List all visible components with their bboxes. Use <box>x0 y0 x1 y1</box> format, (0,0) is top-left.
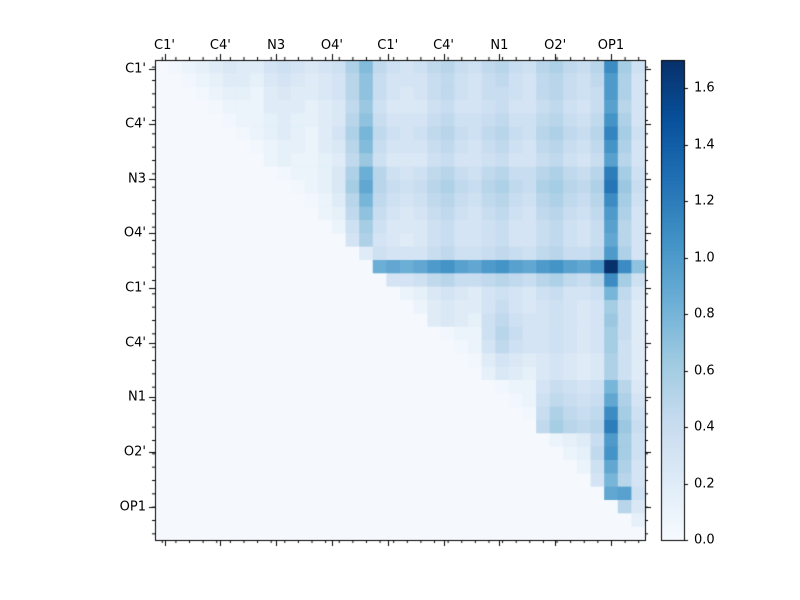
x-tick-label: C4' <box>209 38 231 53</box>
x-tick-label: O2' <box>544 38 567 53</box>
y-tick-label: OP1 <box>119 499 146 515</box>
colorbar-tick-label: 1.2 <box>694 193 715 209</box>
y-tick-label: C4' <box>125 335 146 351</box>
colorbar-tick-label: 1.6 <box>694 80 715 96</box>
colorbar-tick-label: 1.4 <box>694 137 715 153</box>
x-tick-label: C4' <box>433 38 455 53</box>
x-tick-label: OP1 <box>597 38 625 53</box>
x-tick-label: C1' <box>377 38 399 53</box>
y-tick-label: O4' <box>123 225 146 241</box>
colorbar-tick-label: 0.8 <box>694 306 715 322</box>
y-tick-label: O2' <box>123 444 146 460</box>
colorbar-tick-label: 1.0 <box>694 250 715 266</box>
x-tick-label: N1 <box>490 38 509 53</box>
y-tick-label: N1 <box>128 389 146 405</box>
y-tick-label: C4' <box>125 116 146 132</box>
colorbar-tick-label: 0.6 <box>694 363 715 379</box>
colorbar-tick-label: 0.4 <box>694 419 715 435</box>
x-tick-label: C1' <box>154 38 175 53</box>
y-tick-label: C1' <box>125 61 146 77</box>
y-tick-label: C1' <box>125 280 146 296</box>
x-tick-label: N3 <box>267 38 286 53</box>
colorbar-tick-label: 0.2 <box>694 476 715 492</box>
colorbar-tick-label: 0.0 <box>694 532 715 548</box>
y-tick-label: N3 <box>128 171 146 187</box>
x-tick-label: O4' <box>320 38 343 53</box>
